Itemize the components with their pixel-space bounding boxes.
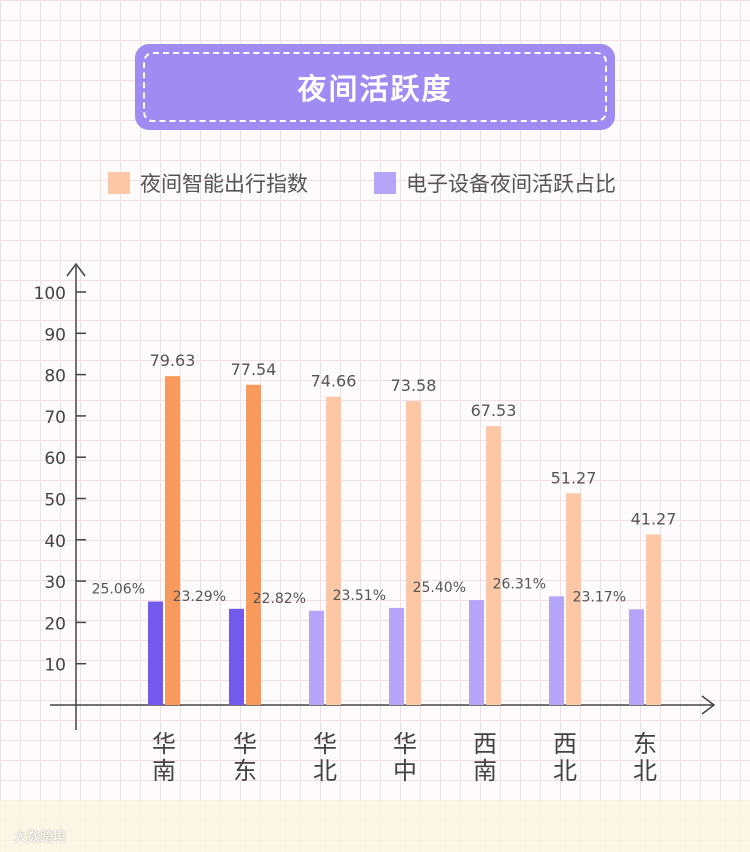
axes: 10 20 30 40 50 60 70 80 90 100 bbox=[34, 262, 716, 730]
y-tick-label: 100 bbox=[34, 284, 66, 304]
category-label-5-1: 北 bbox=[553, 757, 577, 785]
data-label-index-5: 51.27 bbox=[551, 468, 597, 487]
data-label-share-3: 23.51% bbox=[333, 588, 386, 604]
bar-share-1 bbox=[229, 608, 244, 705]
data-label-index-0: 79.63 bbox=[150, 351, 196, 370]
category-label-0-0: 华 bbox=[152, 730, 176, 758]
data-label-index-2: 74.66 bbox=[311, 372, 357, 391]
legend-label-share: 电子设备夜间活跃占比 bbox=[406, 172, 616, 196]
bar-index-1 bbox=[246, 384, 261, 705]
watermark: 大数跨境 bbox=[14, 830, 67, 845]
data-label-share-5: 26.31% bbox=[493, 576, 546, 592]
category-label-6-0: 东 bbox=[633, 730, 657, 758]
x-axis-arrow bbox=[701, 695, 716, 715]
y-tick-label: 90 bbox=[44, 325, 66, 345]
category-label-3-0: 华 bbox=[393, 730, 417, 758]
category-label-3-1: 中 bbox=[393, 757, 417, 785]
title-banner: 夜间活跃度 bbox=[135, 44, 615, 130]
data-label-index-4: 67.53 bbox=[471, 401, 517, 420]
bar-share-6 bbox=[629, 609, 644, 705]
data-label-index-1: 77.54 bbox=[231, 360, 277, 379]
data-label-share-6: 23.17% bbox=[573, 589, 626, 605]
legend-swatch-share bbox=[374, 172, 396, 194]
bar-index-4 bbox=[486, 426, 501, 705]
bar-index-2 bbox=[326, 396, 341, 705]
footer-band bbox=[0, 800, 750, 852]
bar-index-0 bbox=[165, 376, 180, 705]
y-tick-label: 60 bbox=[44, 449, 66, 469]
category-label-6-1: 北 bbox=[633, 757, 657, 785]
legend-item-index: 夜间智能出行指数 bbox=[108, 168, 308, 198]
bar-index-5 bbox=[566, 493, 581, 705]
title-dashed-frame: 夜间活跃度 bbox=[143, 52, 607, 122]
bar-share-4 bbox=[469, 600, 484, 705]
chart-title: 夜间活跃度 bbox=[297, 72, 453, 106]
data-label-share-0: 25.06% bbox=[92, 582, 145, 598]
data-label-share-2: 22.82% bbox=[253, 591, 306, 607]
bar-share-3 bbox=[389, 607, 404, 705]
y-tick-label: 50 bbox=[44, 491, 66, 511]
data-label-index-3: 73.58 bbox=[391, 376, 437, 395]
category-label-4-1: 南 bbox=[473, 757, 497, 785]
bar-share-2 bbox=[309, 610, 324, 705]
category-label-0-1: 南 bbox=[152, 757, 176, 785]
y-tick-label: 30 bbox=[44, 573, 66, 593]
legend-swatch-index bbox=[108, 172, 130, 194]
legend: 夜间智能出行指数 电子设备夜间活跃占比 bbox=[0, 168, 750, 198]
bar-share-5 bbox=[549, 596, 564, 705]
data-label-index-6: 41.27 bbox=[631, 510, 677, 529]
legend-item-share: 电子设备夜间活跃占比 bbox=[374, 168, 616, 198]
y-tick-label: 20 bbox=[44, 614, 66, 634]
data-label-share-4: 25.40% bbox=[413, 580, 466, 596]
bar-index-6 bbox=[646, 534, 661, 705]
category-label-5-0: 西 bbox=[553, 730, 577, 758]
category-label-1-0: 华 bbox=[233, 730, 257, 758]
category-label-2-1: 北 bbox=[313, 757, 337, 785]
legend-label-index: 夜间智能出行指数 bbox=[140, 172, 308, 196]
bars bbox=[148, 376, 661, 705]
category-label-1-1: 东 bbox=[233, 757, 257, 785]
bar-index-3 bbox=[406, 401, 421, 705]
data-label-share-1: 23.29% bbox=[173, 589, 226, 605]
y-tick-label: 70 bbox=[44, 408, 66, 428]
category-label-2-0: 华 bbox=[313, 730, 337, 758]
y-tick-label: 80 bbox=[44, 367, 66, 387]
y-axis-arrow bbox=[66, 262, 86, 277]
y-tick-label: 40 bbox=[44, 532, 66, 552]
bar-share-0 bbox=[148, 601, 163, 705]
category-label-4-0: 西 bbox=[473, 730, 497, 758]
y-tick-label: 10 bbox=[44, 656, 66, 676]
data-labels: 25.06%79.63华南23.29%77.54华东22.82%74.66华北2… bbox=[92, 351, 677, 785]
